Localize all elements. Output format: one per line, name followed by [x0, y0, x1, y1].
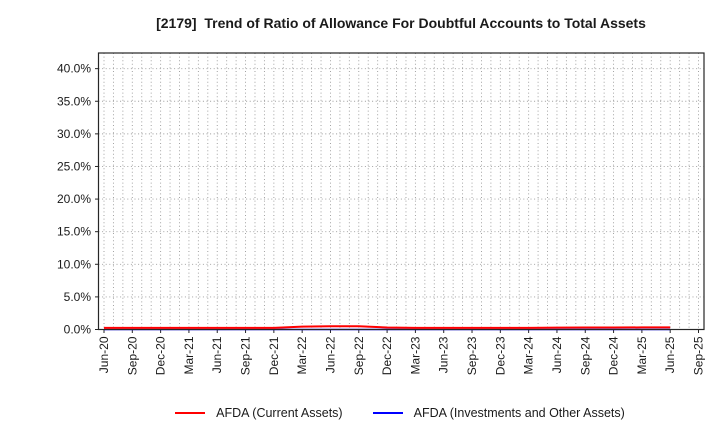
x-tick-label: Dec-24 — [607, 336, 621, 375]
plot-frame — [97, 52, 705, 331]
x-tick-label: Sep-22 — [352, 336, 366, 375]
x-tick-label: Dec-20 — [154, 336, 168, 375]
x-tick-label: Mar-25 — [635, 336, 649, 374]
x-tick-label: Sep-23 — [465, 336, 479, 375]
y-tick-label: 35.0% — [57, 94, 91, 108]
x-tick-label: Dec-21 — [267, 336, 281, 375]
x-tick-label: Sep-24 — [578, 336, 592, 375]
y-tick-label: 5.0% — [64, 290, 92, 304]
x-tick-label: Mar-23 — [408, 336, 422, 374]
y-tick-label: 0.0% — [64, 323, 92, 337]
legend-line-red-icon — [175, 411, 206, 415]
x-tick-label: Mar-21 — [182, 336, 196, 374]
x-tick-label: Jun-21 — [210, 336, 224, 373]
y-tick-label: 25.0% — [57, 159, 91, 173]
legend-item-afda-investments: AFDA (Investments and Other Assets) — [372, 406, 625, 420]
legend-line-blue-icon — [372, 411, 403, 415]
x-tick-label: Sep-20 — [125, 336, 139, 375]
y-tick-label: 20.0% — [57, 192, 91, 206]
y-tick-label: 40.0% — [57, 62, 91, 76]
x-tick-label: Mar-22 — [295, 336, 309, 374]
x-tick-label: Dec-23 — [493, 336, 507, 375]
y-tick-label: 15.0% — [57, 225, 91, 239]
x-tick-label: Jun-25 — [663, 336, 677, 373]
chart-legend: AFDA (Current Assets) AFDA (Investments … — [80, 406, 720, 420]
x-tick-label: Sep-21 — [239, 336, 253, 375]
legend-label-afda-investments: AFDA (Investments and Other Assets) — [413, 406, 625, 420]
x-tick-label: Jun-24 — [550, 336, 564, 373]
x-tick-label: Jun-23 — [437, 336, 451, 373]
legend-item-afda-current-assets: AFDA (Current Assets) — [175, 406, 343, 420]
x-tick-label: Mar-24 — [522, 336, 536, 374]
legend-label-afda-current-assets: AFDA (Current Assets) — [216, 406, 343, 420]
chart-title: [2179] Trend of Ratio of Allowance For D… — [156, 15, 646, 31]
x-tick-label: Jun-20 — [97, 336, 111, 373]
x-tick-label: Jun-22 — [323, 336, 337, 373]
y-tick-label: 10.0% — [57, 257, 91, 271]
y-tick-label: 30.0% — [57, 127, 91, 141]
x-tick-label: Sep-25 — [692, 336, 706, 375]
x-tick-label: Dec-22 — [380, 336, 394, 375]
series-line-afda-current-assets — [104, 325, 671, 329]
